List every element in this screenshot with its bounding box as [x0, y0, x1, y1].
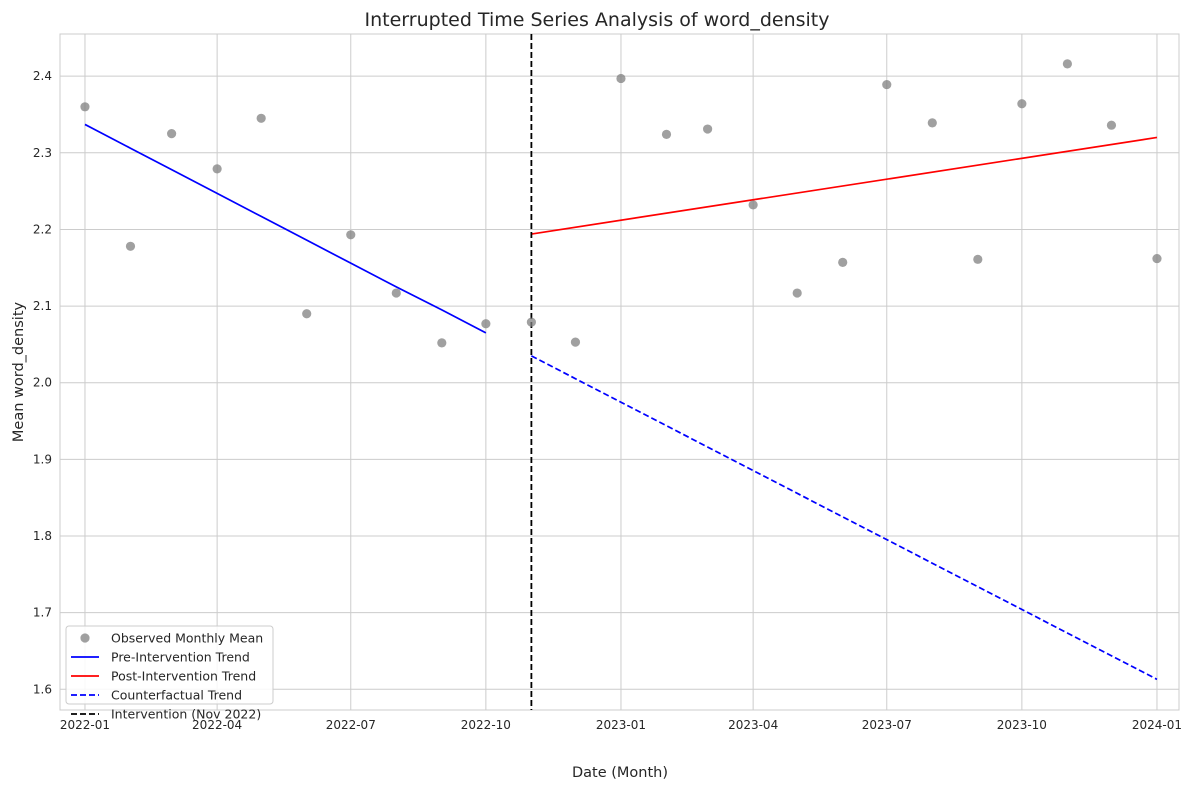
legend: Observed Monthly Mean Pre-Intervention Tr… — [65, 625, 274, 722]
observed-point — [1106, 120, 1117, 130]
legend-observed-label: Observed Monthly Mean — [111, 631, 263, 646]
y-tick-label: 2.4 — [33, 69, 52, 83]
pre-intervention-trend-line — [84, 123, 487, 334]
legend-box — [65, 625, 274, 705]
x-tick-label: 2022-04 — [192, 718, 242, 732]
post-intervention-trend-line — [531, 136, 1158, 235]
observed-point — [125, 241, 136, 251]
observed-point — [391, 288, 401, 298]
observed-point — [838, 257, 848, 267]
observed-point — [616, 73, 626, 84]
legend-counterfactual-label: Counterfactual Trend — [111, 688, 242, 703]
observed-point — [80, 102, 90, 112]
legend-intervention-label: Intervention (Nov 2022) — [111, 707, 261, 722]
observed-point — [792, 288, 802, 298]
observed-point — [703, 124, 713, 134]
x-tick-labels: 2022-01 2022-04 2022-07 2022-10 2023-01 2023-… — [60, 718, 1182, 732]
observed-point — [1017, 99, 1027, 109]
x-tick-label: 2023-10 — [997, 718, 1047, 732]
observed-point — [973, 254, 983, 264]
observed-point — [167, 129, 177, 139]
x-tick-label: 2024-01 — [1132, 718, 1182, 732]
observed-point — [927, 118, 937, 128]
y-tick-label: 2.2 — [33, 222, 52, 236]
observed-point — [570, 337, 581, 347]
y-tick-label: 1.9 — [33, 452, 52, 466]
x-tick-label: 2022-10 — [461, 718, 511, 732]
y-tick-label: 1.8 — [33, 529, 52, 543]
plot-area — [59, 33, 1180, 711]
x-tick-label: 2023-01 — [596, 718, 646, 732]
observed-point — [437, 338, 447, 348]
y-tick-label: 2.0 — [33, 376, 52, 390]
x-tick-label: 2023-04 — [728, 718, 778, 732]
y-tick-label: 1.7 — [33, 606, 52, 620]
y-axis-label: Mean word_density — [11, 301, 27, 442]
observed-point — [882, 79, 892, 90]
observed-point — [1152, 253, 1162, 264]
x-tick-label: 2023-07 — [862, 718, 912, 732]
counterfactual-trend-line — [530, 355, 1158, 681]
observed-point — [212, 164, 222, 174]
x-tick-label: 2022-01 — [60, 718, 110, 732]
y-tick-label: 2.3 — [33, 146, 52, 160]
observed-point — [302, 309, 312, 319]
chart-title: Interrupted Time Series Analysis of word… — [365, 9, 830, 31]
series-layer — [80, 34, 1162, 710]
y-tick-label: 1.6 — [33, 682, 52, 696]
observed-point — [256, 113, 266, 123]
observed-point — [748, 200, 758, 210]
observed-point — [481, 319, 491, 329]
legend-post-intervention-label: Post-Intervention Trend — [111, 669, 256, 684]
y-tick-label: 2.1 — [33, 299, 52, 313]
observed-point — [526, 317, 536, 327]
legend-observed-marker — [80, 633, 90, 643]
observed-point — [661, 129, 672, 140]
legend-pre-intervention-label: Pre-Intervention Trend — [111, 650, 250, 665]
y-tick-labels: 1.6 1.7 1.8 1.9 2.0 2.1 2.2 2.3 2.4 — [33, 69, 52, 696]
x-axis-label: Date (Month) — [572, 765, 668, 781]
observed-point — [1062, 59, 1072, 69]
x-tick-label: 2022-07 — [326, 718, 376, 732]
observed-point — [346, 230, 356, 240]
